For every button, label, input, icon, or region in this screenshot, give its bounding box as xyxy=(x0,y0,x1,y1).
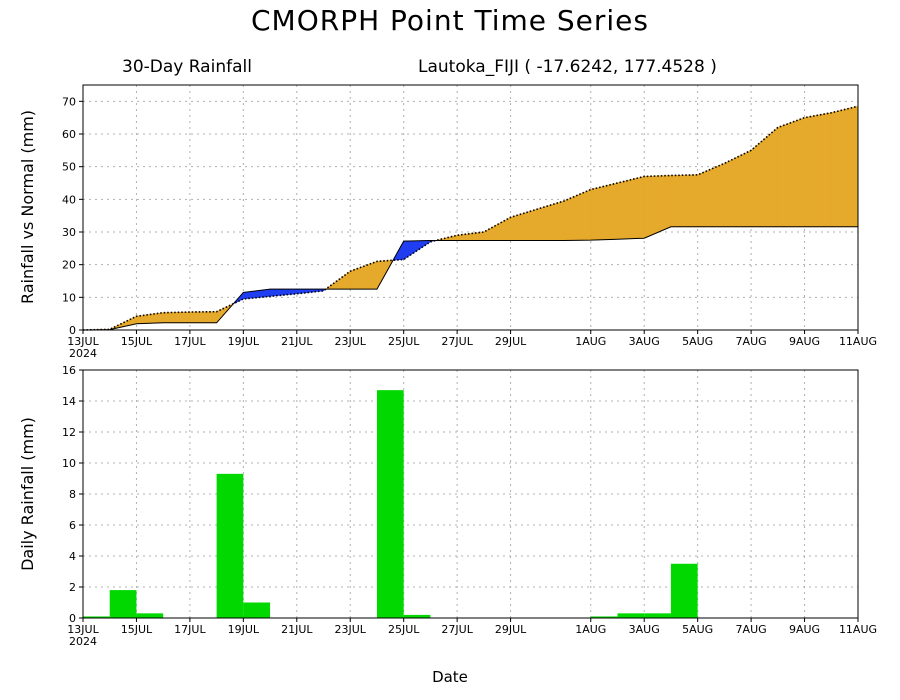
y-tick-label: 30 xyxy=(62,226,76,239)
chart-subtitle-right: Lautoka_FIJI ( -17.6242, 177.4528 ) xyxy=(418,57,717,77)
y-tick-label: 4 xyxy=(69,550,76,563)
bottom-y-ticks: 0 2 4 6 8 10 12 14 16 xyxy=(62,364,83,625)
daily-rainfall-panel: 0 2 4 6 8 10 12 14 16 13JUL 15JUL 17JUL 19JUL 21JUL 2… xyxy=(18,364,877,648)
daily-rainfall-bar xyxy=(109,590,137,618)
above-normal-fill xyxy=(777,117,805,228)
x-tick-label: 11AUG xyxy=(839,335,877,348)
daily-rainfall-bar xyxy=(403,614,431,618)
x-year-label: 2024 xyxy=(69,635,97,648)
above-normal-fill xyxy=(590,182,618,241)
bottom-y-axis-label: Daily Rainfall (mm) xyxy=(18,417,37,571)
daily-rainfall-bars xyxy=(83,390,698,618)
y-tick-label: 12 xyxy=(62,426,76,439)
chart-title: CMORPH Point Time Series xyxy=(251,4,649,37)
y-tick-label: 2 xyxy=(69,581,76,594)
x-tick-label: 29JUL xyxy=(495,335,527,348)
y-tick-label: 0 xyxy=(69,324,76,337)
x-tick-label: 15JUL xyxy=(121,623,153,636)
above-normal-fill xyxy=(617,176,645,240)
y-tick-label: 70 xyxy=(62,95,76,108)
daily-rainfall-bar xyxy=(216,473,244,618)
chart-subtitle-left: 30-Day Rainfall xyxy=(122,57,252,77)
above-normal-fill xyxy=(136,312,164,325)
x-year-label: 2024 xyxy=(69,347,97,360)
top-series-lines xyxy=(82,105,859,331)
daily-rainfall-bar xyxy=(590,616,618,618)
above-normal-fill xyxy=(804,112,832,228)
x-tick-label: 3AUG xyxy=(629,623,660,636)
x-tick-label: 7AUG xyxy=(736,335,767,348)
x-tick-label: 9AUG xyxy=(789,623,820,636)
top-y-ticks: 0 10 20 30 40 50 60 70 xyxy=(62,95,83,337)
normal-rainfall-line xyxy=(82,105,859,331)
daily-rainfall-bar xyxy=(136,613,164,618)
x-tick-label: 23JUL xyxy=(335,335,367,348)
x-tick-label: 27JUL xyxy=(441,623,473,636)
daily-rainfall-bar xyxy=(670,563,698,618)
y-tick-label: 10 xyxy=(62,291,76,304)
cumulative-rainfall-panel: 0 10 20 30 40 50 60 70 13JUL 15JUL 17JUL 19JUL 21JU… xyxy=(18,84,877,360)
x-tick-label: 17JUL xyxy=(174,335,206,348)
y-tick-label: 0 xyxy=(69,612,76,625)
above-normal-fill xyxy=(537,200,565,241)
y-tick-label: 20 xyxy=(62,259,76,272)
x-tick-label: 11AUG xyxy=(839,623,877,636)
x-tick-label: 27JUL xyxy=(441,335,473,348)
x-tick-label: 21JUL xyxy=(281,335,313,348)
above-normal-fill xyxy=(483,216,511,241)
y-tick-label: 60 xyxy=(62,128,76,141)
top-fill-areas xyxy=(82,105,859,331)
x-tick-label: 29JUL xyxy=(495,623,527,636)
x-tick-label: 13JUL xyxy=(67,623,99,636)
above-normal-fill xyxy=(830,105,859,228)
x-tick-label: 21JUL xyxy=(281,623,313,636)
observed-rainfall-line xyxy=(82,226,858,331)
y-tick-label: 16 xyxy=(62,364,76,377)
above-normal-fill xyxy=(189,311,217,324)
daily-rainfall-bar xyxy=(243,602,271,618)
x-tick-label: 13JUL xyxy=(67,335,99,348)
daily-rainfall-bar xyxy=(644,613,671,618)
x-tick-label: 23JUL xyxy=(335,623,367,636)
x-tick-label: 1AUG xyxy=(575,623,606,636)
x-tick-label: 19JUL xyxy=(228,335,260,348)
y-tick-label: 6 xyxy=(69,519,76,532)
above-normal-fill xyxy=(162,311,191,324)
x-tick-label: 15JUL xyxy=(121,335,153,348)
above-normal-fill xyxy=(670,174,698,228)
x-tick-label: 3AUG xyxy=(629,335,660,348)
x-tick-label: 7AUG xyxy=(736,623,767,636)
above-normal-fill xyxy=(324,270,351,290)
above-normal-fill xyxy=(435,234,458,241)
x-tick-label: 17JUL xyxy=(174,623,206,636)
above-normal-fill xyxy=(563,189,592,241)
y-tick-label: 8 xyxy=(69,488,76,501)
x-tick-label: 5AUG xyxy=(682,623,713,636)
x-tick-label: 25JUL xyxy=(388,623,420,636)
y-tick-label: 50 xyxy=(62,161,76,174)
daily-rainfall-bar xyxy=(617,613,645,618)
bottom-gridlines xyxy=(83,370,858,618)
daily-rainfall-bar xyxy=(376,390,404,618)
above-normal-fill xyxy=(109,315,137,331)
top-plot-frame xyxy=(82,84,859,331)
x-tick-label: 1AUG xyxy=(575,335,606,348)
x-tick-label: 9AUG xyxy=(789,335,820,348)
bottom-plot-frame xyxy=(82,369,859,619)
above-normal-fill xyxy=(750,126,779,228)
y-tick-label: 40 xyxy=(62,193,76,206)
x-tick-label: 5AUG xyxy=(682,335,713,348)
daily-rainfall-bar xyxy=(83,616,110,618)
y-tick-label: 14 xyxy=(62,395,76,408)
x-axis-label: Date xyxy=(432,668,468,686)
above-normal-fill xyxy=(697,162,725,228)
bottom-x-ticks: 13JUL 15JUL 17JUL 19JUL 21JUL 23JUL 25JUL 27JUL… xyxy=(67,618,877,648)
y-tick-label: 10 xyxy=(62,457,76,470)
top-x-ticks: 13JUL 15JUL 17JUL 19JUL 21JUL 23JUL 25JUL 27JUL… xyxy=(67,330,877,360)
x-tick-label: 19JUL xyxy=(228,623,260,636)
top-y-axis-label: Rainfall vs Normal (mm) xyxy=(18,110,37,304)
x-tick-label: 25JUL xyxy=(388,335,420,348)
